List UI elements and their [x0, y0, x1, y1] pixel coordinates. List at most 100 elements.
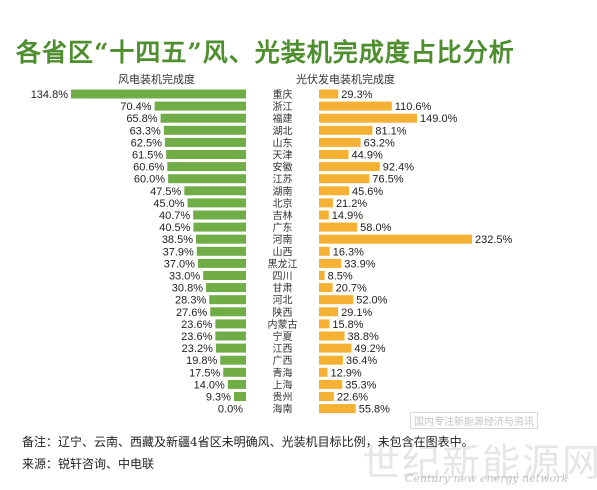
solar-value-label: 14.9% — [332, 210, 363, 222]
wind-bar — [206, 283, 246, 293]
wind-bar — [167, 162, 246, 172]
province-label: 黑龙江 — [268, 257, 298, 270]
province-label: 山东 — [273, 136, 293, 149]
wind-bar — [166, 150, 246, 159]
solar-bar — [319, 150, 349, 159]
province-label: 青海 — [273, 366, 293, 379]
chart-title: 各省区“十四五”风、光装机完成度占比分析 — [16, 38, 515, 67]
solar-bar — [319, 379, 343, 389]
solar-bar — [319, 392, 334, 401]
solar-value-label: 92.4% — [383, 162, 414, 174]
solar-bar — [319, 186, 350, 196]
wind-value-label: 60.6% — [133, 162, 164, 174]
wind-value-label: 33.0% — [169, 271, 200, 283]
province-label: 河南 — [273, 233, 293, 246]
solar-value-label: 35.3% — [345, 379, 376, 391]
province-label: 重庆 — [273, 88, 293, 101]
wind-value-label: 61.5% — [132, 150, 163, 162]
butterfly-bar-chart: 134.8% 重庆 29.3% 70.4% 浙江 110.6% 65.8% 福建 149.0% 6… — [31, 88, 513, 416]
solar-value-label: 15.8% — [332, 319, 363, 331]
wind-bar — [203, 271, 246, 280]
province-label: 上海 — [273, 378, 293, 391]
wind-bar — [209, 295, 246, 305]
wind-value-label: 23.6% — [181, 331, 212, 343]
province-label: 贵州 — [273, 391, 293, 404]
solar-value-label: 20.7% — [336, 283, 367, 295]
province-label: 四川 — [273, 272, 293, 283]
solar-value-label: 63.2% — [364, 137, 395, 149]
province-label: 安徽 — [273, 161, 293, 174]
wind-bar — [184, 186, 246, 196]
wind-value-label: 65.8% — [126, 113, 157, 125]
solar-value-label: 49.2% — [354, 343, 385, 355]
wind-value-label: 47.5% — [150, 186, 181, 198]
wind-bar — [196, 246, 246, 256]
wind-bar — [187, 198, 246, 208]
province-label: 河北 — [273, 295, 293, 307]
solar-bar — [319, 101, 392, 111]
solar-bar — [319, 271, 325, 280]
province-label: 江苏 — [273, 173, 293, 186]
solar-value-label: 149.0% — [420, 113, 458, 125]
solar-value-label: 29.1% — [341, 307, 372, 319]
solar-value-label: 16.3% — [333, 246, 364, 258]
wind-value-label: 37.0% — [164, 258, 195, 270]
wind-value-label: 17.5% — [189, 367, 220, 379]
wind-bar — [215, 331, 246, 341]
province-label: 海南 — [273, 403, 293, 416]
wind-value-label: 28.3% — [175, 295, 206, 307]
solar-value-label: 22.6% — [337, 392, 368, 404]
province-label: 北京 — [273, 197, 293, 210]
province-label: 天津 — [273, 150, 293, 162]
solar-value-label: 36.4% — [346, 355, 377, 367]
wind-bar — [215, 319, 246, 329]
wind-value-label: 45.0% — [153, 198, 184, 210]
wind-bar — [223, 367, 246, 377]
province-label: 广西 — [273, 355, 293, 367]
solar-bar — [319, 198, 333, 208]
province-label: 浙江 — [273, 101, 293, 113]
wind-bar — [163, 125, 246, 135]
wind-bar — [220, 355, 246, 365]
solar-bar — [319, 174, 370, 184]
solar-value-label: 33.9% — [344, 258, 375, 270]
province-label: 甘肃 — [273, 282, 293, 295]
wind-value-label: 63.3% — [130, 125, 161, 137]
watermark-tag: 国内专注新能源经济与资讯 — [410, 412, 538, 429]
solar-bar — [319, 162, 380, 172]
solar-value-label: 38.8% — [348, 331, 379, 343]
solar-bar — [319, 343, 352, 353]
province-label: 宁夏 — [273, 330, 293, 343]
wind-bar — [215, 343, 246, 353]
solar-value-label: 21.2% — [336, 198, 367, 210]
wind-bar — [160, 113, 246, 123]
wind-bar — [227, 379, 246, 389]
solar-bar — [319, 331, 345, 341]
solar-bar — [319, 210, 329, 220]
wind-bar — [210, 307, 246, 317]
solar-bar — [319, 404, 356, 414]
solar-value-label: 58.0% — [360, 222, 391, 234]
wind-value-label: 38.5% — [162, 234, 193, 246]
solar-value-label: 110.6% — [395, 101, 432, 113]
wind-value-label: 27.6% — [176, 307, 207, 319]
solar-bar — [319, 234, 472, 244]
wind-value-label: 37.9% — [163, 246, 194, 258]
wind-bar — [233, 392, 246, 401]
wind-value-label: 14.0% — [194, 379, 225, 391]
solar-value-label: 44.9% — [352, 150, 383, 162]
wind-value-label: 23.6% — [181, 319, 212, 331]
wind-value-label: 19.8% — [186, 355, 217, 367]
solar-bar — [319, 137, 361, 147]
province-label: 福建 — [273, 112, 293, 125]
solar-column-header: 光伏发电装机完成度 — [296, 73, 395, 86]
province-label: 陕西 — [273, 306, 293, 319]
wind-bar — [154, 101, 246, 111]
solar-bar — [319, 89, 339, 99]
province-label: 内蒙古 — [268, 318, 298, 331]
wind-bar — [71, 89, 246, 99]
wind-value-label: 9.3% — [206, 392, 231, 404]
province-label: 湖北 — [273, 125, 293, 137]
solar-bar — [319, 246, 330, 256]
province-label: 吉林 — [273, 209, 293, 222]
